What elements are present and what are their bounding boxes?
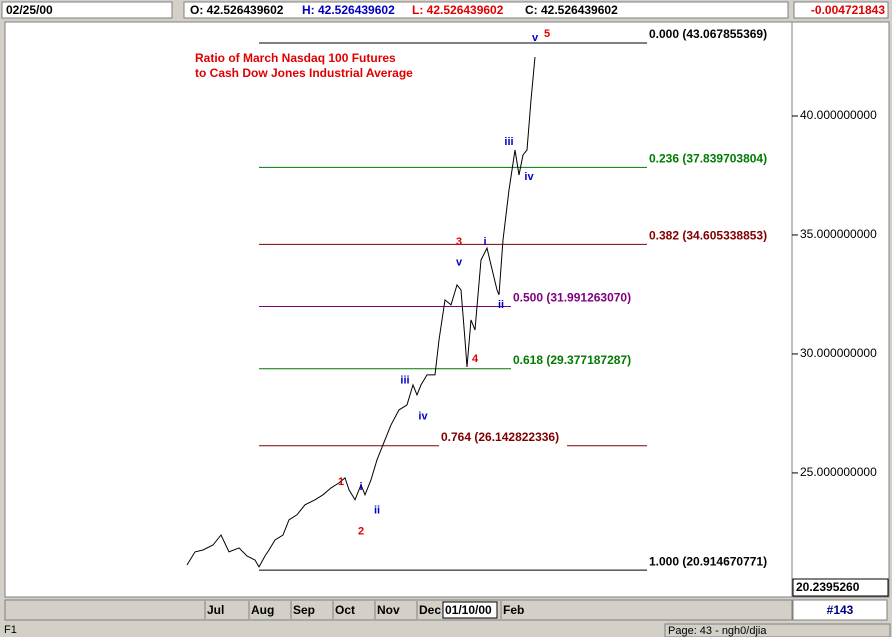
wave-label: iv: [418, 411, 428, 423]
chart-subtitle: to Cash Dow Jones Industrial Average: [195, 66, 413, 80]
status-key: F1: [4, 624, 17, 636]
wave-label: ii: [374, 505, 380, 517]
header-date: 02/25/00: [6, 3, 53, 17]
x-tick-label: Aug: [251, 603, 274, 617]
ohlc-box: [183, 1, 789, 19]
wave-label: v: [456, 257, 463, 269]
level-label: 0.000 (43.067855369): [649, 27, 767, 41]
status-page: Page: 43 - ngh0/djia: [668, 625, 767, 637]
chart-title: Ratio of March Nasdaq 100 Futures: [195, 51, 396, 65]
x-tick-label: Jul: [207, 603, 224, 617]
x-tick-label: Feb: [503, 603, 524, 617]
change-box: [793, 1, 889, 19]
cursor-label: 01/10/00: [445, 603, 492, 617]
status-page-box: [664, 623, 891, 637]
x-tick-label: Dec: [419, 603, 441, 617]
bottom-value-box: [792, 578, 889, 597]
level-label: 0.618 (29.377187287): [513, 353, 631, 367]
bar-count: #143: [827, 603, 854, 617]
bottom-value: 20.2395260: [796, 580, 860, 594]
wave-label: iii: [504, 136, 513, 148]
wave-label: 3: [456, 236, 462, 248]
y-axis-panel: [791, 21, 890, 598]
cursor-box: [442, 601, 498, 619]
y-tick-label: 35.000000000: [800, 227, 877, 241]
wave-label: 2: [358, 526, 364, 538]
wave-label: i: [359, 481, 362, 493]
level-label: 0.500 (31.991263070): [513, 291, 631, 305]
y-tick-label: 30.000000000: [800, 346, 877, 360]
y-tick-label: 25.000000000: [800, 465, 877, 479]
wave-label: i: [483, 236, 486, 248]
wave-label: ii: [498, 299, 504, 311]
price-line: [186, 56, 536, 568]
wave-label: 4: [472, 353, 479, 365]
x-tick-label: Sep: [293, 603, 315, 617]
wave-label: iv: [524, 171, 534, 183]
level-label: 0.764 (26.142822336): [441, 430, 559, 444]
level-label: 0.382 (34.605338853): [649, 229, 767, 243]
x-tick-label: Nov: [377, 603, 400, 617]
header-change: -0.004721843: [811, 3, 885, 17]
header-low: L: 42.526439602: [412, 3, 504, 17]
x-tick-label: Oct: [335, 603, 355, 617]
x-axis-bar: [4, 599, 793, 621]
bar-count-box: [792, 599, 888, 621]
level-label: 0.236 (37.839703804): [649, 152, 767, 166]
date-box: [1, 1, 173, 19]
plot-area: [4, 21, 793, 598]
header-close: C: 42.526439602: [525, 3, 618, 17]
y-tick-label: 40.000000000: [800, 108, 877, 122]
level-label: 1.000 (20.914670771): [649, 554, 767, 568]
header-high: H: 42.526439602: [302, 3, 395, 17]
header-open: O: 42.526439602: [190, 3, 284, 17]
wave-label: 5: [544, 28, 550, 40]
wave-label: 1: [338, 476, 344, 488]
wave-label: v: [532, 32, 539, 44]
wave-label: iii: [400, 375, 409, 387]
